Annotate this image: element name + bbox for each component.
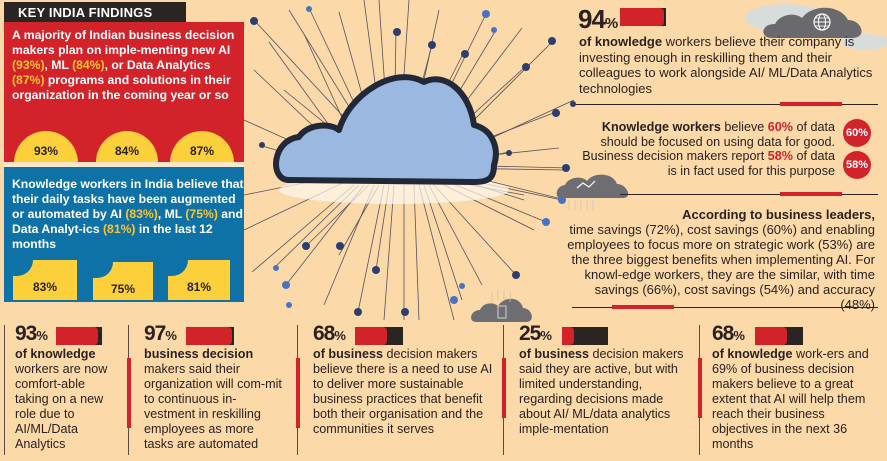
divider (4, 162, 244, 167)
divider (620, 194, 878, 195)
divider (573, 104, 878, 105)
limited-understanding-text: of business decision makers said they ar… (519, 347, 684, 436)
benefits-text: According to business leaders, time savin… (567, 207, 875, 312)
column-accent (127, 358, 131, 428)
comfortable-new-role-text: of knowledge workers are now comfort-abl… (15, 347, 108, 451)
cloud-network-illustration (244, 0, 574, 320)
knowledge-investing-bar (620, 8, 666, 26)
knowledge-data-good-badge: 60% (843, 119, 871, 147)
sustainable-ai-percent: 68% (313, 322, 346, 345)
column-accent (502, 358, 506, 418)
node-dot (570, 101, 576, 107)
column-accent (698, 358, 702, 418)
sustainable-ai-bar (355, 327, 403, 345)
comfortable-new-role-bar (56, 327, 102, 345)
comfortable-new-role-percent: 93% (15, 322, 48, 345)
blue-panel-text: Knowledge workers in India believe that … (12, 177, 244, 251)
reskilling-commit-percent: 97% (144, 322, 177, 345)
divider-accent (612, 305, 674, 309)
knowledge-investing-percent: 94% (578, 4, 619, 34)
limited-understanding-bar (562, 327, 608, 345)
ai-automation-stat: 83% (13, 260, 77, 300)
reskilling-commit-text: business decision makers said their orga… (144, 347, 282, 451)
sustainable-ai-text: of business decision makers believe ther… (313, 347, 493, 436)
knowledge-investing-text: of knowledge workers believe their compa… (579, 34, 873, 96)
analytics-cloud-icon (556, 174, 629, 210)
column-rule (4, 325, 5, 455)
ml-automation-stat: 75% (93, 262, 153, 300)
divider-accent (780, 192, 842, 196)
business-objectives-bar (755, 327, 803, 345)
section-title: KEY INDIA FINDINGS (4, 2, 186, 22)
data-cloud-icon (471, 290, 532, 322)
divider (572, 307, 878, 308)
column-accent (296, 358, 300, 428)
business-data-good-badge: 58% (843, 151, 871, 179)
business-objectives-text: of knowledge work-ers and 69% of busines… (712, 347, 869, 451)
divider-accent (780, 102, 842, 106)
data-for-good-text: Knowledge workers believe 60% of data sh… (582, 120, 835, 178)
analytics-automation-stat: 81% (168, 260, 230, 300)
limited-understanding-percent: 25% (519, 322, 552, 345)
business-objectives-percent: 68% (712, 322, 745, 345)
red-panel-text: A majority of Indian business decision m… (12, 28, 235, 102)
globe-cloud-icon (745, 4, 887, 50)
reskilling-commit-bar (186, 327, 234, 345)
